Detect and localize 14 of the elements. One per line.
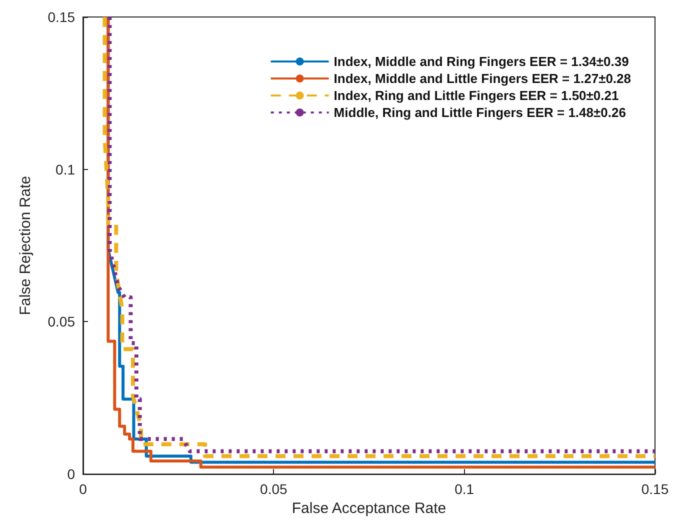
x-tick-label: 0 — [79, 481, 88, 498]
x-axis-title: False Acceptance Rate — [292, 500, 446, 517]
x-tick-label: 0.15 — [641, 481, 669, 498]
legend-label: Middle, Ring and Little Fingers EER = 1.48±0.26 — [334, 105, 626, 120]
legend-label: Index, Middle and Little Fingers EER = 1.27±0.28 — [334, 71, 632, 86]
y-tick-label: 0.05 — [48, 314, 76, 330]
y-tick-label: 0.1 — [56, 161, 76, 178]
legend-label: Index, Ring and Little Fingers EER = 1.50±0.21 — [334, 88, 619, 103]
y-tick-label: 0 — [67, 466, 76, 482]
x-tick-label: 0.05 — [260, 481, 288, 498]
x-tick-label: 0.1 — [454, 481, 474, 498]
y-axis-title: False Rejection Rate — [17, 176, 34, 316]
y-tick-label: 0.15 — [48, 9, 76, 25]
legend-label: Index, Middle and Ring Fingers EER = 1.34±0.39 — [334, 54, 629, 69]
